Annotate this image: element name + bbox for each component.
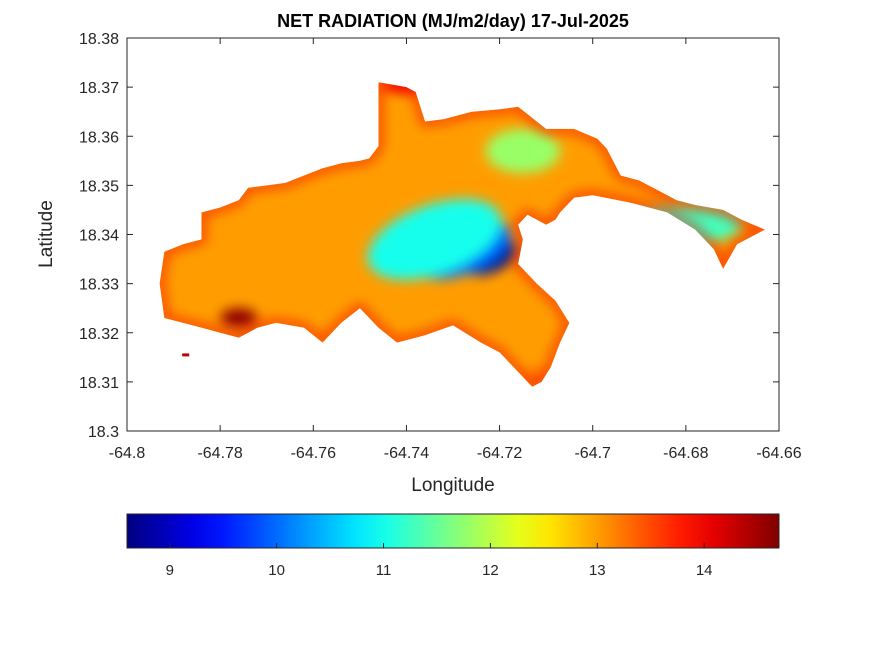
y-tick-label: 18.31 (79, 375, 119, 392)
x-tick-label: -64.78 (197, 445, 242, 462)
x-tick-label: -64.68 (663, 445, 708, 462)
field-contour (367, 199, 502, 280)
islets (182, 353, 190, 357)
colorbar-ticks: 9 10 11 12 13 14 (166, 543, 713, 579)
y-tick-label: 18.35 (79, 178, 119, 195)
x-tick-label: -64.72 (477, 445, 522, 462)
y-tick-label: 18.32 (79, 326, 119, 343)
colorbar-tick-label: 10 (268, 562, 285, 579)
field-contour (485, 128, 561, 174)
colorbar-tick-label: 9 (166, 562, 174, 579)
y-tick-label: 18.38 (79, 31, 119, 48)
colorbar-tick-label: 12 (482, 562, 499, 579)
y-tick-label: 18.33 (79, 277, 119, 294)
x-tick-label: -64.66 (756, 445, 801, 462)
y-axis-ticks: 18.3 18.31 18.32 18.33 18.34 18.35 18.36 18.37 1… (79, 31, 779, 441)
islet (182, 353, 190, 357)
colorbar-gradient (126, 513, 780, 549)
colorbar-tick-label: 11 (376, 562, 392, 579)
chart-title: NET RADIATION (MJ/m2/day) 17-Jul-2025 (277, 11, 629, 31)
colorbar: 9 10 11 12 13 14 (126, 513, 780, 579)
y-tick-label: 18.36 (79, 129, 119, 146)
colorbar-tick-label: 13 (589, 562, 606, 579)
y-tick-label: 18.3 (88, 424, 119, 441)
plot-area: -64.8 -64.78 -64.76 -64.74 -64.72 -64.7 -64.68… (79, 31, 802, 462)
x-tick-label: -64.76 (291, 445, 336, 462)
x-tick-label: -64.8 (109, 445, 146, 462)
field-contour (220, 308, 258, 328)
x-tick-label: -64.7 (574, 445, 611, 462)
y-axis-label: Latitude (36, 200, 57, 268)
colorbar-tick-label: 14 (696, 562, 713, 579)
y-tick-label: 18.34 (79, 228, 119, 245)
x-axis-label: Longitude (411, 475, 494, 496)
x-axis-ticks: -64.8 -64.78 -64.76 -64.74 -64.72 -64.7 -64.68… (109, 38, 802, 462)
y-tick-label: 18.37 (79, 80, 119, 97)
x-tick-label: -64.74 (384, 445, 429, 462)
